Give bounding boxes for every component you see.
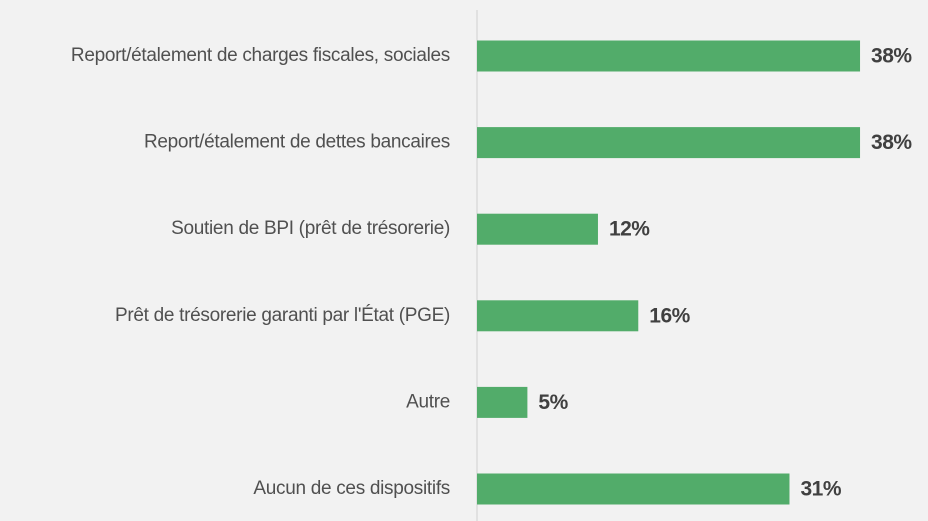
bar: [477, 300, 639, 332]
category-label: Soutien de BPI (prêt de trésorerie): [171, 218, 450, 239]
category-label: Report/étalement de dettes bancaires: [144, 132, 450, 153]
value-label: 5%: [538, 391, 568, 414]
bar: [477, 473, 790, 505]
value-label: 38%: [871, 131, 912, 154]
value-label: 38%: [871, 45, 912, 68]
bar: [477, 127, 861, 159]
bar: [477, 213, 598, 245]
category-label: Aucun de ces dispositifs: [253, 478, 450, 499]
category-label: Autre: [406, 391, 450, 412]
category-label: Prêt de trésorerie garanti par l'État (P…: [115, 305, 450, 326]
bar: [477, 386, 528, 418]
value-label: 12%: [609, 218, 650, 241]
category-label: Report/étalement de charges fiscales, so…: [71, 45, 450, 66]
value-label: 31%: [800, 478, 841, 501]
bar: [477, 40, 861, 72]
value-label: 16%: [649, 304, 690, 327]
